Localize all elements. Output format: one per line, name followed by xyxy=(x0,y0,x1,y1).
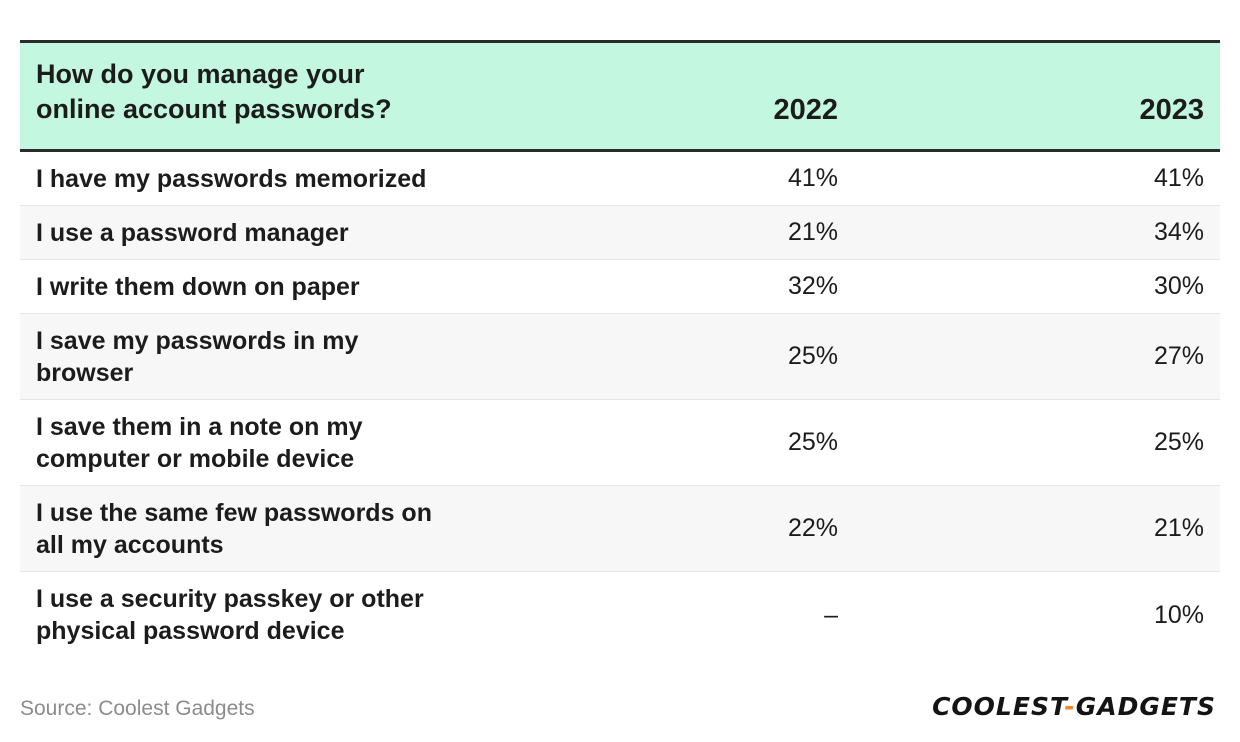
value-2023: 41% xyxy=(1153,164,1204,192)
row-label-line-1: I use a security passkey or other xyxy=(36,585,424,613)
row-label-line-1: I write them down on paper xyxy=(36,272,360,301)
row-label-line-1: I save them in a note on my xyxy=(36,412,363,441)
row-label: I have my passwords memorized xyxy=(36,163,466,195)
row-label-line-1: I save my passwords in my xyxy=(36,326,359,355)
source-note: Source: Coolest Gadgets xyxy=(20,697,255,720)
row-label: I use the same few passwords on all my a… xyxy=(36,497,466,561)
table-row: I save my passwords in my browser 25% 27… xyxy=(20,314,1220,400)
logo-text-1: COOLEST xyxy=(932,692,1065,721)
row-label-line-2: physical password device xyxy=(36,617,345,645)
table-header: How do you manage your online account pa… xyxy=(20,43,1220,149)
table-row: I use the same few passwords on all my a… xyxy=(20,486,1220,572)
row-label-line-1: I use a password manager xyxy=(36,218,349,247)
value-2023: 27% xyxy=(1153,342,1204,370)
question-line-1: How do you manage your xyxy=(36,59,365,89)
coolest-gadgets-logo: COOLEST-GADGETS xyxy=(932,692,1216,721)
survey-table: How do you manage your online account pa… xyxy=(20,40,1220,658)
row-label-line-1: I use the same few passwords on xyxy=(36,498,432,527)
table-row: I have my passwords memorized 41% 41% xyxy=(20,152,1220,206)
table-row: I use a password manager 21% 34% xyxy=(20,206,1220,260)
question-header: How do you manage your online account pa… xyxy=(36,57,556,127)
logo-dash: - xyxy=(1064,692,1076,721)
row-label: I write them down on paper xyxy=(36,271,466,303)
value-2023: 30% xyxy=(1153,272,1204,300)
row-label: I use a password manager xyxy=(36,217,466,249)
table-row: I write them down on paper 32% 30% xyxy=(20,260,1220,314)
value-2022: 32% xyxy=(787,272,838,300)
value-2022: 25% xyxy=(787,342,838,370)
row-label-line-2: all my accounts xyxy=(36,530,224,559)
value-2022: 21% xyxy=(787,218,838,246)
header-rule xyxy=(20,149,1220,152)
table-row: I save them in a note on my computer or … xyxy=(20,400,1220,486)
value-2022: 22% xyxy=(787,514,838,542)
value-2022: 25% xyxy=(787,428,838,456)
row-label: I use a security passkey or other physic… xyxy=(36,583,466,647)
column-header-2022: 2022 xyxy=(773,94,838,126)
value-2023: 21% xyxy=(1153,514,1204,542)
row-label: I save my passwords in my browser xyxy=(36,325,466,389)
row-label: I save them in a note on my computer or … xyxy=(36,411,466,475)
column-header-2023: 2023 xyxy=(1139,94,1204,126)
row-label-line-1: I have my passwords memorized xyxy=(36,164,427,193)
value-2022: 41% xyxy=(787,164,838,192)
value-2022: – xyxy=(824,600,838,629)
table-row: I use a security passkey or other physic… xyxy=(20,572,1220,658)
top-rule xyxy=(20,40,1220,43)
value-2023: 34% xyxy=(1153,218,1204,246)
table-body: I have my passwords memorized 41% 41% I … xyxy=(20,152,1220,658)
row-label-line-2: browser xyxy=(36,358,134,387)
logo-text-2: GADGETS xyxy=(1075,692,1216,721)
value-2023: 25% xyxy=(1153,428,1204,456)
row-label-line-2: computer or mobile device xyxy=(36,444,355,473)
value-2023: 10% xyxy=(1153,600,1204,629)
question-line-2: online account passwords? xyxy=(36,94,392,124)
